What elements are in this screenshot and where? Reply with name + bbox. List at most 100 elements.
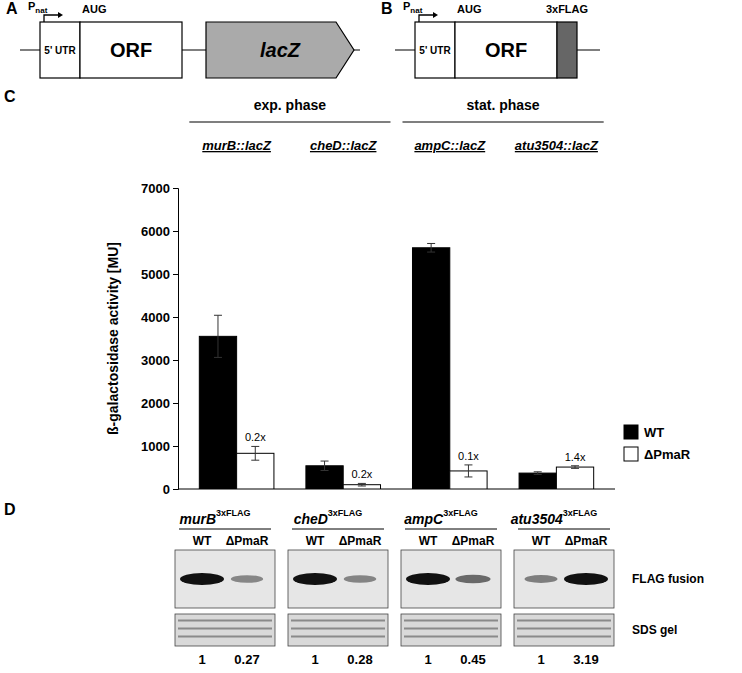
error-bar-cap: [571, 468, 579, 469]
y-tick-mark: [173, 446, 178, 447]
y-tick-label: 3000: [141, 353, 170, 368]
gel-stripe: [178, 619, 272, 621]
promoter-label: Pnat: [403, 0, 423, 15]
category-label: murB::lacZ: [202, 138, 272, 153]
y-tick-mark: [173, 231, 178, 232]
construct-diagram: A5' UTRORFPnatAUGlacZ: [6, 0, 360, 78]
y-tick-label: 0: [163, 482, 170, 497]
promoter-arrowhead: [433, 12, 438, 18]
fusion-arrow-box: [206, 22, 354, 78]
bar: [199, 336, 236, 489]
y-tick: 6000: [141, 224, 178, 239]
gel-image: [175, 614, 275, 646]
error-bar: [571, 466, 579, 469]
lane-label: ΔPmaR: [452, 534, 495, 548]
gel-stripe: [404, 619, 498, 621]
error-bar-cap: [321, 461, 329, 462]
gel-stripe: [291, 627, 385, 629]
gel-stripe: [178, 627, 272, 629]
promoter-arrowhead: [58, 12, 63, 18]
panel-label: C: [4, 88, 16, 105]
blot-image: [175, 550, 275, 608]
blot-title: murB3xFLAG: [179, 508, 250, 527]
fusion-label: lacZ: [260, 39, 301, 61]
lane-label: WT: [419, 534, 438, 548]
blot-tag: 3xFLAG: [563, 508, 598, 518]
utr-label: 5' UTR: [44, 45, 76, 56]
error-bar-cap: [321, 470, 329, 471]
quantification-label: 1: [198, 652, 205, 667]
y-tick: 2000: [141, 396, 178, 411]
blot-title: ampC3xFLAG: [404, 508, 477, 527]
error-bar-cap: [427, 243, 435, 244]
y-tick: 4000: [141, 310, 178, 325]
blot-band: [180, 573, 224, 585]
gel-image: [401, 614, 501, 646]
lane-label: ΔPmaR: [226, 534, 269, 548]
orf-label: ORF: [110, 39, 152, 61]
lane-label: WT: [306, 534, 325, 548]
blot-tag: 3xFLAG: [328, 508, 363, 518]
y-tick-mark: [173, 403, 178, 404]
ratio-label: 0.1x: [458, 450, 479, 462]
quantification-label: 0.28: [347, 652, 372, 667]
y-tick-label: 1000: [141, 439, 170, 454]
row-label: SDS gel: [632, 623, 677, 637]
y-tick-label: 2000: [141, 396, 170, 411]
blot-image: [401, 550, 501, 608]
error-bar-cap: [214, 315, 222, 316]
y-tick-label: 4000: [141, 310, 170, 325]
promoter-arrow: [419, 15, 433, 22]
y-axis-line: [173, 189, 179, 490]
row-label: FLAG fusion: [632, 572, 704, 586]
blot-gene: murB: [179, 511, 216, 527]
error-bar: [464, 465, 472, 477]
group-label: exp. phase: [254, 97, 327, 113]
blot-title-line: [292, 529, 384, 530]
blot-tag: 3xFLAG: [216, 508, 251, 518]
y-tick-mark: [173, 317, 178, 318]
plot-marks: [199, 243, 593, 489]
error-bar-stem: [324, 461, 325, 470]
blot-panel: cheD3xFLAGWTΔPmaR10.28: [288, 508, 388, 667]
error-bar-cap: [464, 464, 472, 465]
promoter-label-main: P: [28, 0, 35, 12]
gel-stripe: [517, 619, 611, 621]
error-bar: [214, 315, 222, 357]
error-bar: [427, 243, 435, 252]
start-codon-label: AUG: [457, 3, 481, 15]
y-axis: 0 1000 2000 3000 4000 5000 6000 7000: [141, 181, 178, 497]
ratio-label: 1.4x: [565, 451, 586, 463]
y-tick-label: 7000: [141, 181, 170, 196]
lane-label: ΔPmaR: [339, 534, 382, 548]
figure: A5' UTRORFPnatAUGlacZB5' UTRORFPnatAUG3x…: [0, 0, 742, 673]
lane-label: ΔPmaR: [565, 534, 608, 548]
error-bar-cap: [358, 483, 366, 484]
quantification-label: 1: [311, 652, 318, 667]
y-tick: 0: [163, 482, 178, 497]
blot-band: [524, 575, 557, 583]
legend: WTΔPmaR: [624, 425, 691, 462]
utr-box: [415, 22, 455, 78]
y-tick-mark: [173, 188, 178, 189]
error-bar: [534, 472, 542, 475]
error-bar: [321, 461, 329, 470]
panel-label: D: [4, 501, 16, 518]
panel-label: A: [6, 0, 18, 17]
blot-image: [288, 550, 388, 608]
quantification-label: 1: [537, 652, 544, 667]
blot-gene: ampC: [404, 511, 444, 527]
orf-box: [80, 22, 182, 78]
error-bar-cap: [534, 471, 542, 472]
gel-stripe: [404, 627, 498, 629]
blot-band: [293, 573, 337, 585]
blot-panel: murB3xFLAGWTΔPmaR10.27: [175, 508, 275, 667]
promoter-label: Pnat: [28, 0, 48, 15]
blot-title-line: [179, 529, 271, 530]
error-bar-cap: [214, 357, 222, 358]
y-tick-mark: [173, 274, 178, 275]
error-bar-cap: [358, 485, 366, 486]
y-tick-label: 5000: [141, 267, 170, 282]
gel-image: [514, 614, 614, 646]
blot-band: [455, 575, 490, 584]
